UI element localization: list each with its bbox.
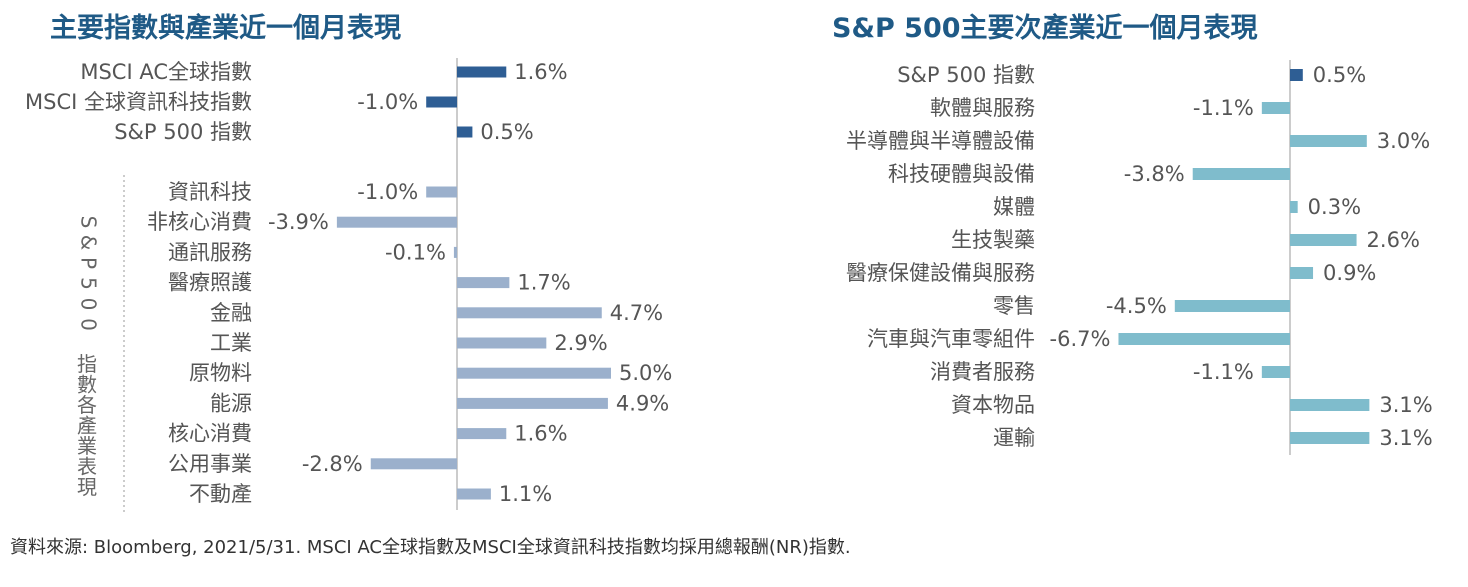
right-category-label: 零售 — [993, 294, 1035, 318]
right-bar-7 — [1174, 300, 1290, 312]
right-value-label: -6.7% — [1050, 327, 1111, 351]
left-value-label: 1.1% — [499, 482, 552, 506]
side-label-char: 現 — [77, 475, 97, 499]
left-value-label: 1.6% — [514, 60, 567, 84]
right-value-label: 3.1% — [1379, 426, 1432, 450]
left-value-label: -1.0% — [357, 180, 418, 204]
left-category-label: 醫療照護 — [168, 271, 252, 295]
right-category-label: 汽車與汽車零組件 — [867, 327, 1035, 351]
side-label-char: 產 — [77, 414, 97, 438]
right-category-label: 運輸 — [993, 426, 1035, 450]
right-category-label: 軟體與服務 — [930, 96, 1035, 120]
right-bar-11 — [1290, 432, 1370, 444]
left-category-label: 通訊服務 — [168, 240, 252, 264]
right-chart-title: S&P 500主要次產業近一個月表現 — [832, 13, 1258, 44]
right-value-label: -1.1% — [1193, 96, 1254, 120]
left-value-label: -1.0% — [357, 90, 418, 114]
left-value-label: 4.7% — [610, 301, 663, 325]
side-label-char: 表 — [77, 455, 97, 479]
left-category-label: 非核心消費 — [147, 210, 252, 234]
left-bar-11 — [457, 428, 507, 440]
left-value-label: 5.0% — [619, 361, 672, 385]
left-category-label: 不動產 — [189, 482, 252, 506]
side-label-char: & — [77, 235, 101, 251]
right-value-label: -1.1% — [1193, 360, 1254, 384]
left-bar-10 — [457, 397, 608, 409]
right-value-label: 2.6% — [1367, 228, 1420, 252]
left-category-label: S&P 500 指數 — [114, 120, 252, 144]
side-label-char: 數 — [77, 373, 97, 397]
left-category-label: 原物料 — [189, 361, 252, 385]
right-value-label: 0.5% — [1313, 63, 1366, 87]
left-value-label: 1.6% — [514, 422, 567, 446]
left-bar-9 — [457, 367, 611, 379]
right-category-label: 醫療保健設備與服務 — [846, 261, 1035, 285]
right-value-label: 3.1% — [1379, 393, 1432, 417]
side-label-char: 0 — [77, 298, 101, 311]
right-category-label: S&P 500 指數 — [897, 63, 1035, 87]
left-category-label: MSCI AC全球指數 — [80, 60, 252, 84]
left-category-label: 金融 — [210, 301, 252, 325]
left-bar-8 — [457, 337, 547, 349]
right-value-label: 0.9% — [1323, 261, 1376, 285]
side-label-char: 各 — [77, 393, 97, 417]
left-bar-7 — [457, 307, 602, 319]
left-bar-12 — [370, 458, 457, 470]
left-category-label: 公用事業 — [168, 452, 252, 476]
left-bar-2 — [457, 126, 473, 138]
left-category-label: 能源 — [210, 391, 252, 415]
source-note: 資料來源: Bloomberg, 2021/5/31. MSCI AC全球指數及… — [10, 537, 851, 558]
left-value-label: 1.7% — [517, 271, 570, 295]
right-bar-3 — [1192, 168, 1290, 180]
left-category-label: 工業 — [210, 331, 252, 355]
left-chart-title: 主要指數與產業近一個月表現 — [50, 13, 401, 44]
side-label-char: 5 — [77, 277, 101, 290]
right-category-label: 科技硬體與設備 — [888, 162, 1035, 186]
right-bar-1 — [1261, 102, 1290, 114]
left-bar-4 — [336, 216, 457, 228]
right-bar-2 — [1290, 135, 1367, 147]
right-bar-6 — [1290, 267, 1314, 279]
side-label-char: 業 — [77, 434, 97, 458]
right-value-label: 3.0% — [1377, 129, 1430, 153]
left-value-label: 4.9% — [616, 391, 669, 415]
left-value-label: -0.1% — [385, 240, 446, 264]
side-label-char: 0 — [77, 318, 101, 331]
right-bar-0 — [1290, 69, 1303, 81]
right-value-label: -4.5% — [1106, 294, 1167, 318]
left-bar-6 — [457, 277, 510, 289]
left-category-label: 核心消費 — [168, 422, 252, 446]
left-value-label: -3.9% — [268, 210, 329, 234]
right-category-label: 資本物品 — [951, 393, 1035, 417]
left-value-label: 0.5% — [480, 120, 533, 144]
side-label-char: S — [77, 216, 101, 229]
right-bar-4 — [1290, 201, 1298, 213]
right-bar-8 — [1118, 333, 1290, 345]
right-bar-5 — [1290, 234, 1357, 246]
right-category-label: 生技製藥 — [951, 228, 1035, 252]
left-bar-3 — [426, 186, 457, 198]
right-category-label: 半導體與半導體設備 — [846, 129, 1035, 153]
right-value-label: -3.8% — [1124, 162, 1185, 186]
left-bar-1 — [426, 96, 457, 108]
right-bar-9 — [1261, 366, 1290, 378]
right-bar-10 — [1290, 399, 1370, 411]
right-category-label: 消費者服務 — [930, 360, 1035, 384]
left-category-label: 資訊科技 — [168, 180, 252, 204]
right-category-label: 媒體 — [993, 195, 1035, 219]
left-category-label: MSCI 全球資訊科技指數 — [25, 90, 252, 114]
left-bar-13 — [457, 488, 491, 500]
left-bar-0 — [457, 66, 507, 78]
right-value-label: 0.3% — [1308, 195, 1361, 219]
side-label-char: P — [77, 257, 101, 269]
side-label-char: 指 — [77, 352, 97, 376]
left-value-label: -2.8% — [302, 452, 363, 476]
left-bar-5 — [453, 246, 457, 258]
left-value-label: 2.9% — [554, 331, 607, 355]
